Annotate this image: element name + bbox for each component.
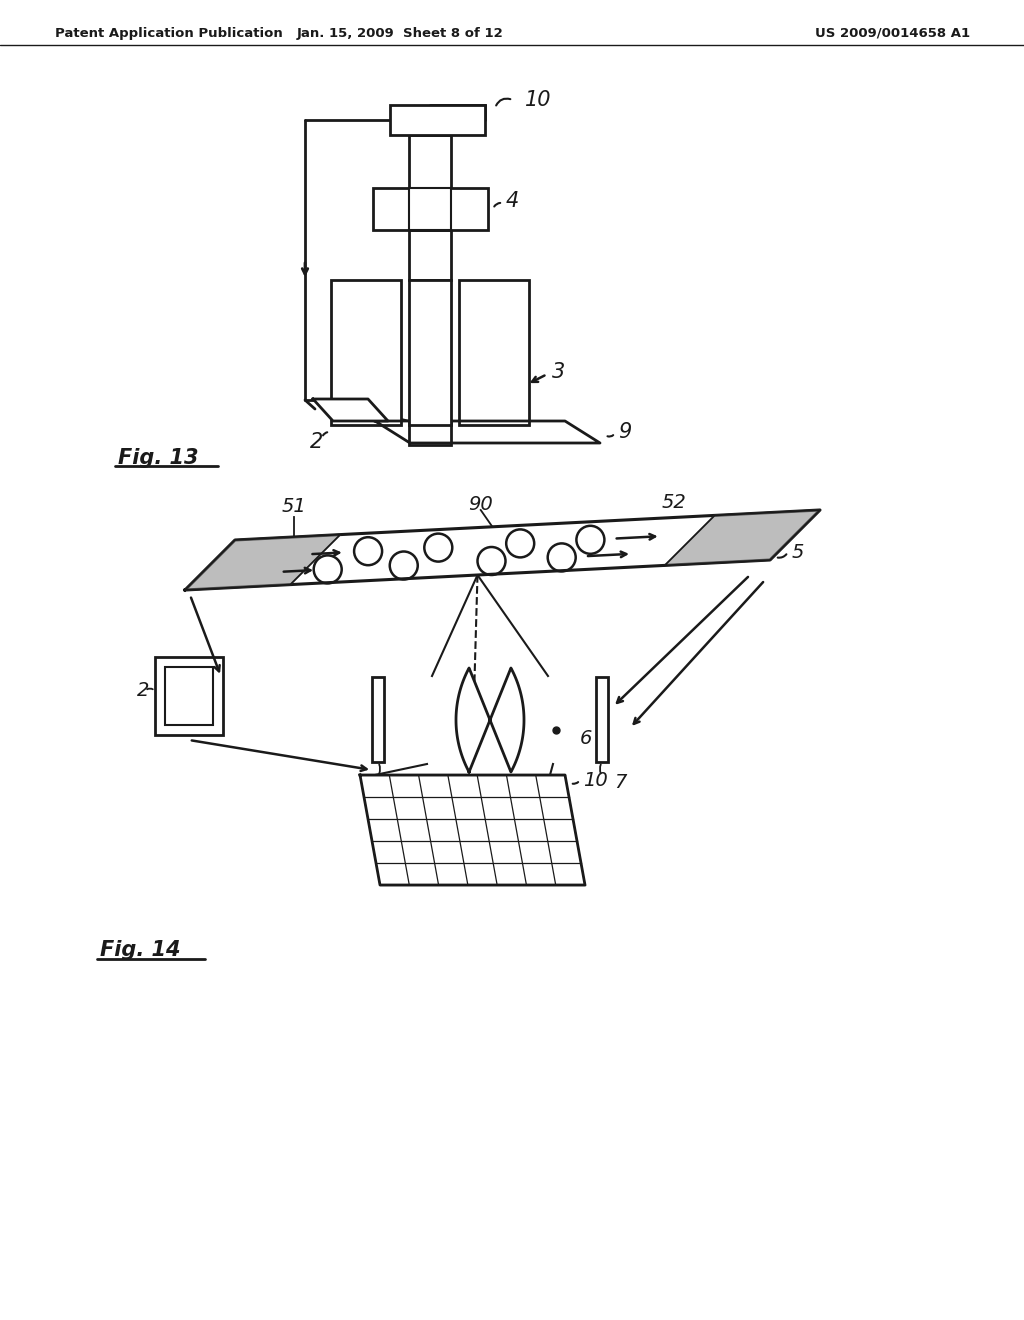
Polygon shape — [360, 775, 585, 884]
Bar — [409, 422, 451, 445]
Text: Fig. 13: Fig. 13 — [118, 447, 199, 469]
Polygon shape — [185, 510, 820, 590]
Bar — [409, 280, 451, 425]
Text: 10: 10 — [525, 90, 552, 110]
Text: 51: 51 — [282, 498, 306, 516]
Polygon shape — [665, 510, 820, 565]
Bar — [390, 106, 485, 135]
Text: Jan. 15, 2009  Sheet 8 of 12: Jan. 15, 2009 Sheet 8 of 12 — [297, 26, 504, 40]
Bar — [373, 187, 488, 230]
Polygon shape — [185, 535, 340, 590]
Bar — [596, 677, 608, 762]
Bar — [459, 280, 529, 425]
Polygon shape — [456, 668, 524, 772]
Text: 6: 6 — [580, 729, 592, 747]
Text: 52: 52 — [662, 492, 686, 511]
Text: 3: 3 — [552, 362, 565, 383]
Text: 2: 2 — [137, 681, 150, 701]
Text: Patent Application Publication: Patent Application Publication — [55, 26, 283, 40]
Text: 7: 7 — [614, 772, 627, 792]
Bar — [165, 667, 213, 725]
Polygon shape — [313, 399, 388, 421]
Text: 2: 2 — [310, 432, 324, 451]
Text: 9: 9 — [618, 422, 631, 442]
Bar — [409, 187, 451, 230]
Text: 90: 90 — [468, 495, 494, 513]
Bar — [331, 280, 401, 425]
Text: 4: 4 — [506, 191, 519, 211]
Text: 5: 5 — [792, 543, 805, 561]
Polygon shape — [375, 421, 600, 444]
Bar — [409, 230, 451, 280]
Bar — [372, 677, 384, 762]
Text: US 2009/0014658 A1: US 2009/0014658 A1 — [815, 26, 970, 40]
Bar — [155, 657, 223, 735]
Text: 7: 7 — [364, 772, 377, 792]
Text: Fig. 14: Fig. 14 — [100, 940, 180, 960]
Text: 10: 10 — [583, 771, 608, 789]
Bar — [409, 135, 451, 190]
